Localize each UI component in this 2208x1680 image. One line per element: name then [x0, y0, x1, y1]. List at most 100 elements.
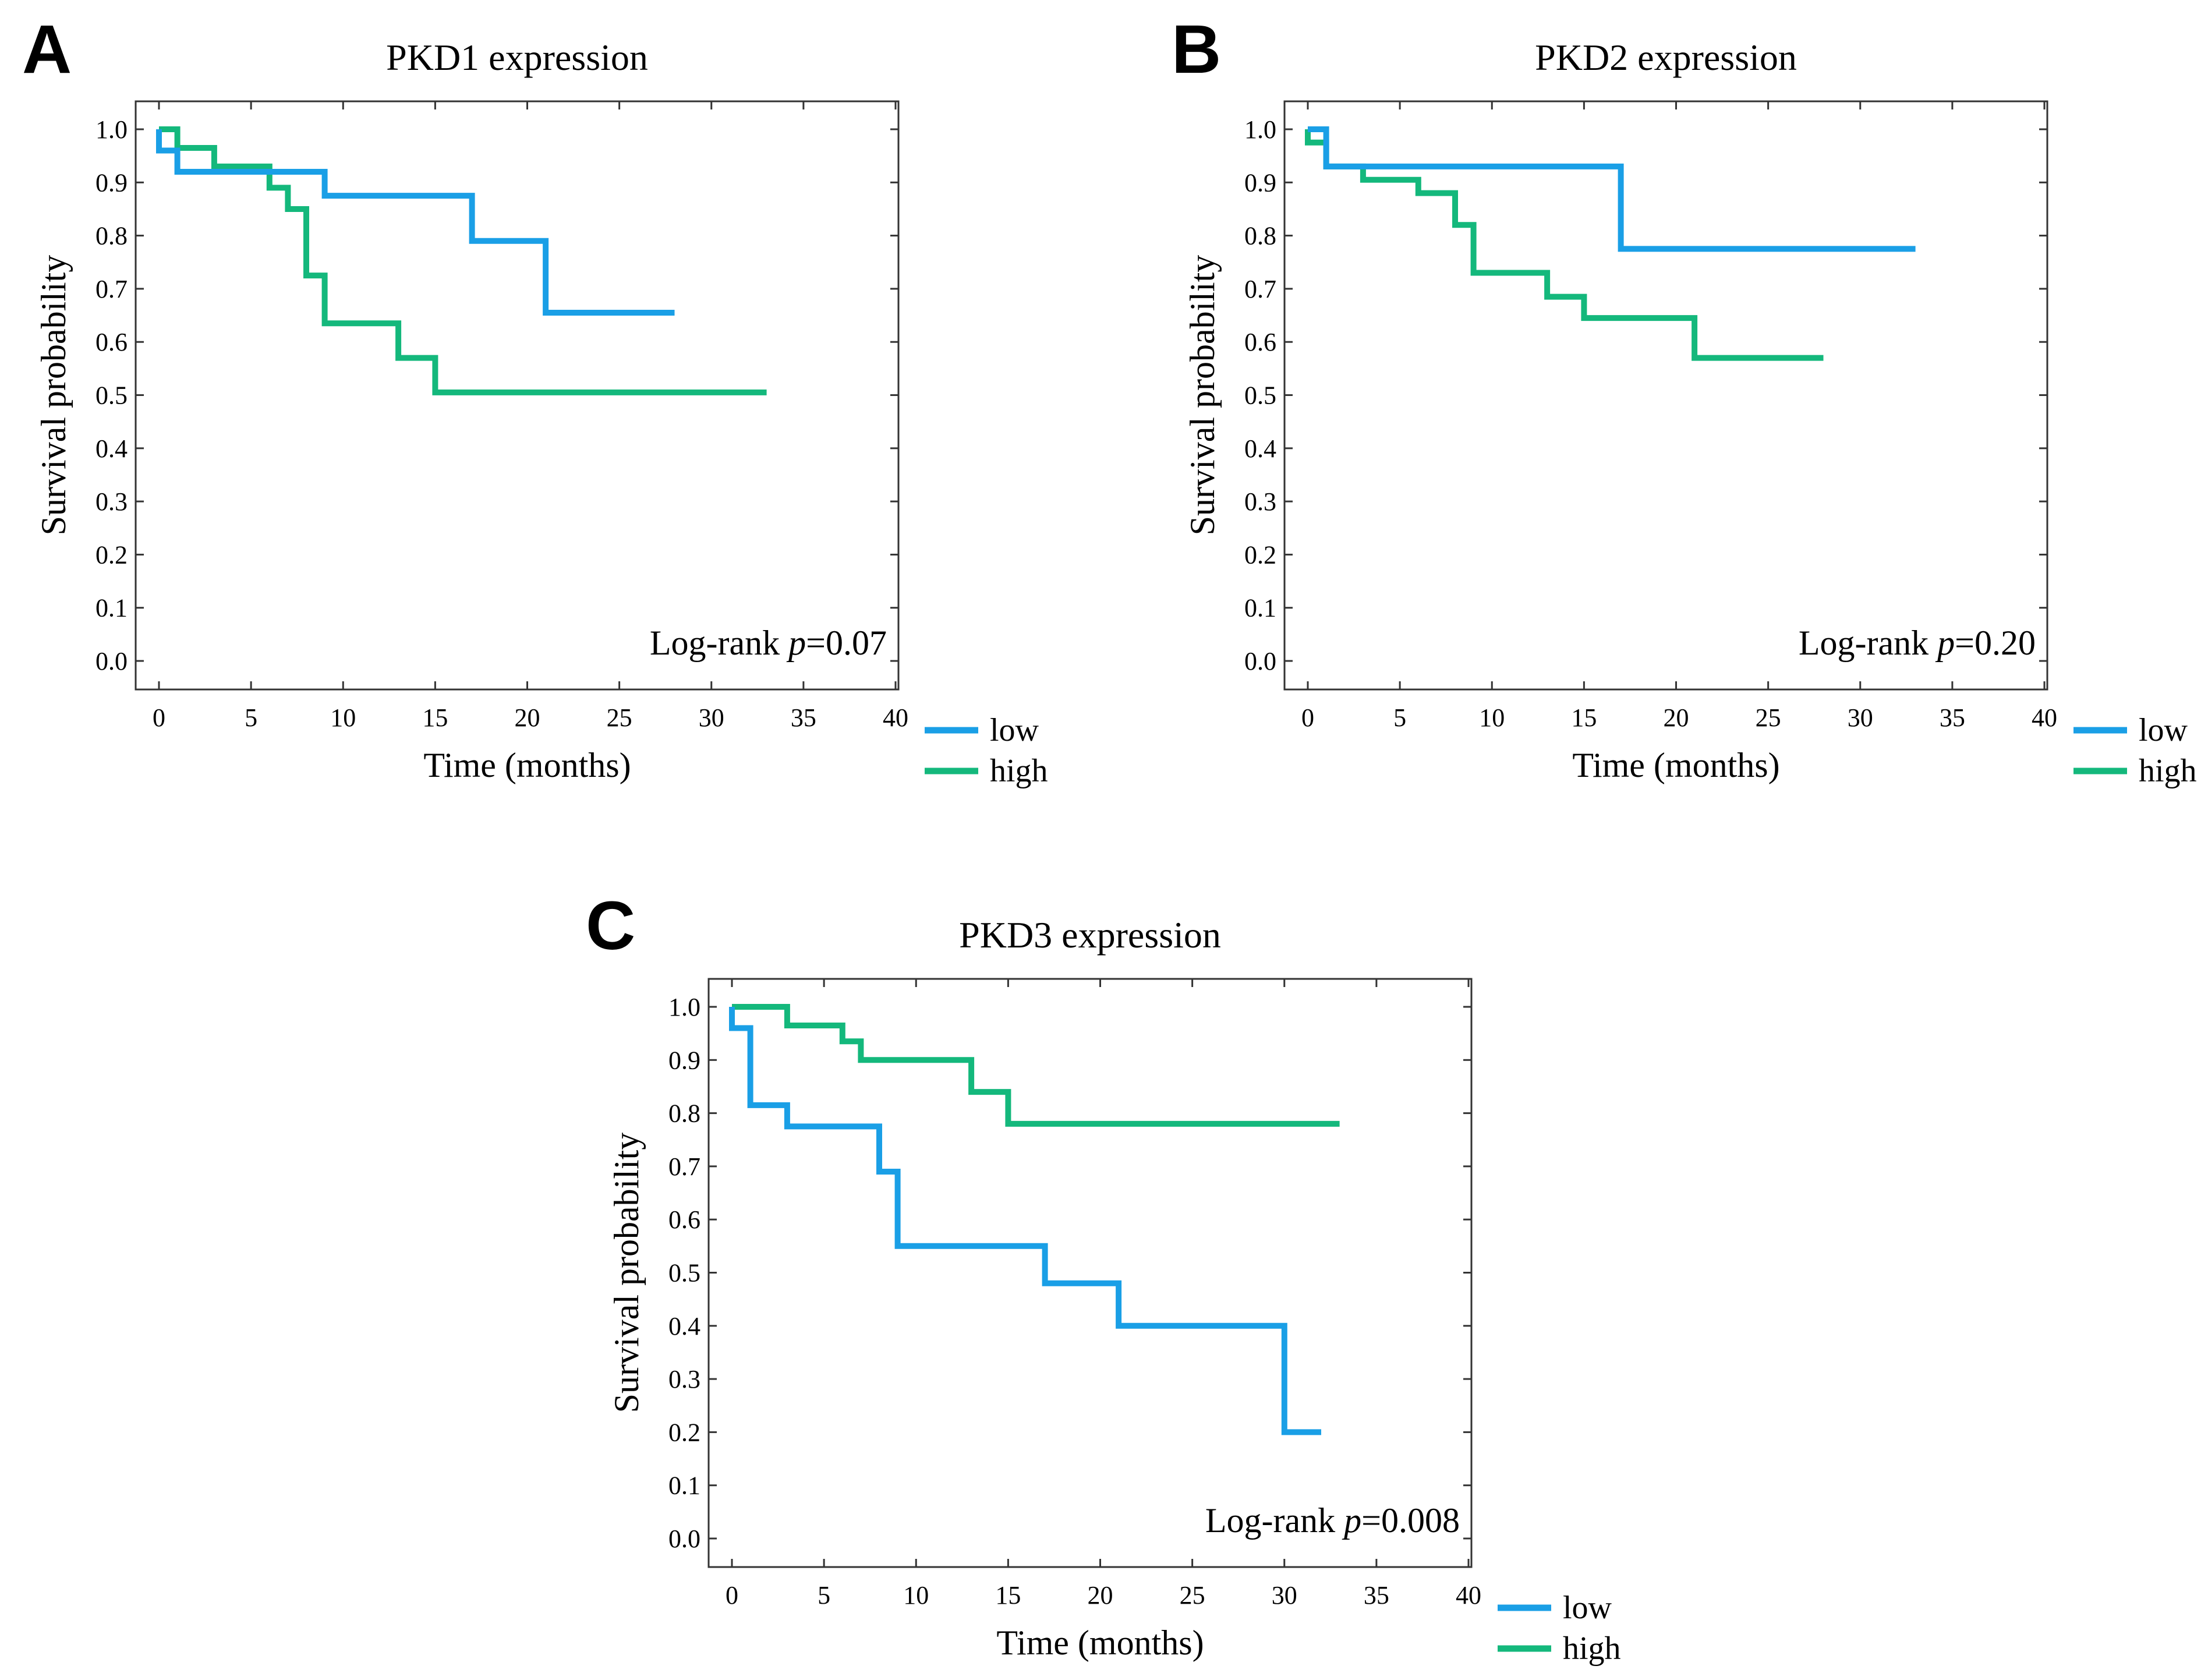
y-tick-label: 0.0	[668, 1525, 700, 1553]
x-tick-label: 25	[607, 703, 632, 732]
panel-letter: A	[22, 11, 72, 88]
y-tick-label: 1.0	[95, 115, 128, 144]
y-tick-label: 0.4	[668, 1312, 700, 1341]
y-axis-label: Survival probability	[607, 1133, 646, 1413]
y-tick-label: 0.2	[668, 1418, 700, 1446]
x-tick-label: 20	[515, 703, 540, 732]
panel-a: A PKD1 expression 0.0 0.1 0.2 0.3 0.4 0.5 0.6 0.7…	[22, 11, 1048, 789]
panel-letter: C	[586, 887, 635, 964]
y-tick-label: 0.7	[95, 275, 128, 303]
x-tick-label: 5	[1393, 703, 1406, 732]
x-tick-label: 5	[245, 703, 257, 732]
y-tick-label: 0.0	[95, 647, 128, 675]
legend: low high	[2073, 712, 2197, 789]
y-tick-label: 0.4	[95, 434, 128, 463]
annotation-value: =0.07	[806, 624, 887, 662]
annotation-prefix: Log-rank	[650, 624, 788, 662]
series-high-curve	[1305, 129, 1824, 361]
y-tick-label: 0.6	[95, 328, 128, 356]
x-tick-label: 5	[818, 1581, 830, 1610]
y-axis-label: Survival probability	[1183, 255, 1222, 536]
legend-label-low: low	[1563, 1590, 1612, 1626]
x-tick-label: 0	[1301, 703, 1314, 732]
chart-title: PKD1 expression	[386, 37, 648, 78]
y-tick-label: 0.5	[1244, 381, 1276, 410]
y-tick-label: 0.1	[668, 1472, 700, 1500]
y-tick-label: 0.8	[668, 1099, 700, 1128]
x-tick-label: 40	[2032, 703, 2057, 732]
x-tick-label: 25	[1180, 1581, 1205, 1610]
y-tick-label: 0.3	[95, 487, 128, 516]
x-tick-label: 10	[903, 1581, 929, 1610]
y-tick-label: 0.9	[1244, 168, 1276, 197]
annotation-p: p	[1342, 1501, 1361, 1540]
annotation-prefix: Log-rank	[1799, 624, 1937, 662]
y-tick-label: 0.6	[1244, 328, 1276, 356]
series-high-curve	[159, 126, 767, 395]
legend-label-low: low	[990, 712, 1039, 748]
annotation-p: p	[1935, 624, 1955, 662]
y-tick-label: 0.8	[95, 222, 128, 250]
y-tick-label: 0.9	[95, 168, 128, 197]
annotation-p: p	[786, 624, 806, 662]
y-tick-label: 0.4	[1244, 434, 1276, 463]
y-tick-label: 0.5	[668, 1259, 700, 1288]
legend-label-low: low	[2139, 712, 2188, 748]
y-tick-label: 0.3	[1244, 487, 1276, 516]
y-tick-label: 0.1	[1244, 594, 1276, 623]
panel-b: B PKD2 expression 0.0 0.1 0.2 0.3 0.4 0.5 0.6 0.7…	[1172, 11, 2197, 789]
x-axis-label: Time (months)	[996, 1624, 1204, 1662]
legend: low high	[925, 712, 1048, 789]
y-tick-label: 1.0	[1244, 115, 1276, 144]
x-axis-label: Time (months)	[423, 746, 631, 784]
y-tick-label: 0.7	[1244, 275, 1276, 303]
chart-title: PKD3 expression	[959, 914, 1221, 956]
y-tick-label: 0.9	[668, 1046, 700, 1074]
y-tick-label: 1.0	[668, 993, 700, 1021]
legend: low high	[1498, 1590, 1621, 1667]
x-tick-label: 15	[995, 1581, 1021, 1610]
x-tick-label: 30	[699, 703, 724, 732]
x-tick-label: 30	[1848, 703, 1873, 732]
legend-label-high: high	[1563, 1631, 1621, 1667]
chart-title: PKD2 expression	[1535, 37, 1797, 78]
legend-label-high: high	[990, 753, 1048, 789]
x-tick-label: 15	[1571, 703, 1597, 732]
x-tick-label: 40	[1456, 1581, 1481, 1610]
x-tick-label: 30	[1272, 1581, 1297, 1610]
y-axis-label: Survival probability	[34, 255, 73, 536]
series-low-curve	[156, 129, 675, 316]
y-tick-label: 0.2	[1244, 540, 1276, 569]
y-tick-label: 0.0	[1244, 647, 1276, 675]
y-tick-label: 0.7	[668, 1152, 700, 1181]
plot-frame	[1283, 100, 2048, 691]
x-tick-label: 0	[726, 1581, 738, 1610]
series-high-curve	[732, 1004, 1340, 1127]
series-low-curve	[1308, 126, 1916, 252]
plot-frame	[135, 100, 900, 691]
x-tick-label: 10	[1479, 703, 1505, 732]
x-tick-label: 35	[1940, 703, 1965, 732]
y-tick-label: 0.1	[95, 594, 128, 623]
y-tick-label: 0.6	[668, 1205, 700, 1234]
annotation-value: =0.008	[1361, 1501, 1460, 1540]
x-tick-label: 25	[1756, 703, 1781, 732]
series-low-curve	[729, 1007, 1321, 1435]
x-tick-label: 35	[1364, 1581, 1389, 1610]
y-tick-label: 0.2	[95, 540, 128, 569]
log-rank-annotation: Log-rank p=0.008	[1205, 1501, 1460, 1540]
plot-frame	[707, 978, 1473, 1568]
x-tick-label: 20	[1664, 703, 1689, 732]
x-tick-label: 15	[422, 703, 448, 732]
x-tick-label: 40	[883, 703, 908, 732]
x-tick-label: 20	[1088, 1581, 1113, 1610]
log-rank-annotation: Log-rank p=0.07	[650, 624, 887, 662]
y-tick-label: 0.3	[668, 1365, 700, 1393]
y-tick-label: 0.8	[1244, 222, 1276, 250]
panel-letter: B	[1172, 11, 1221, 88]
annotation-prefix: Log-rank	[1205, 1501, 1344, 1540]
x-tick-label: 0	[153, 703, 165, 732]
y-tick-label: 0.5	[95, 381, 128, 410]
x-tick-label: 35	[791, 703, 816, 732]
